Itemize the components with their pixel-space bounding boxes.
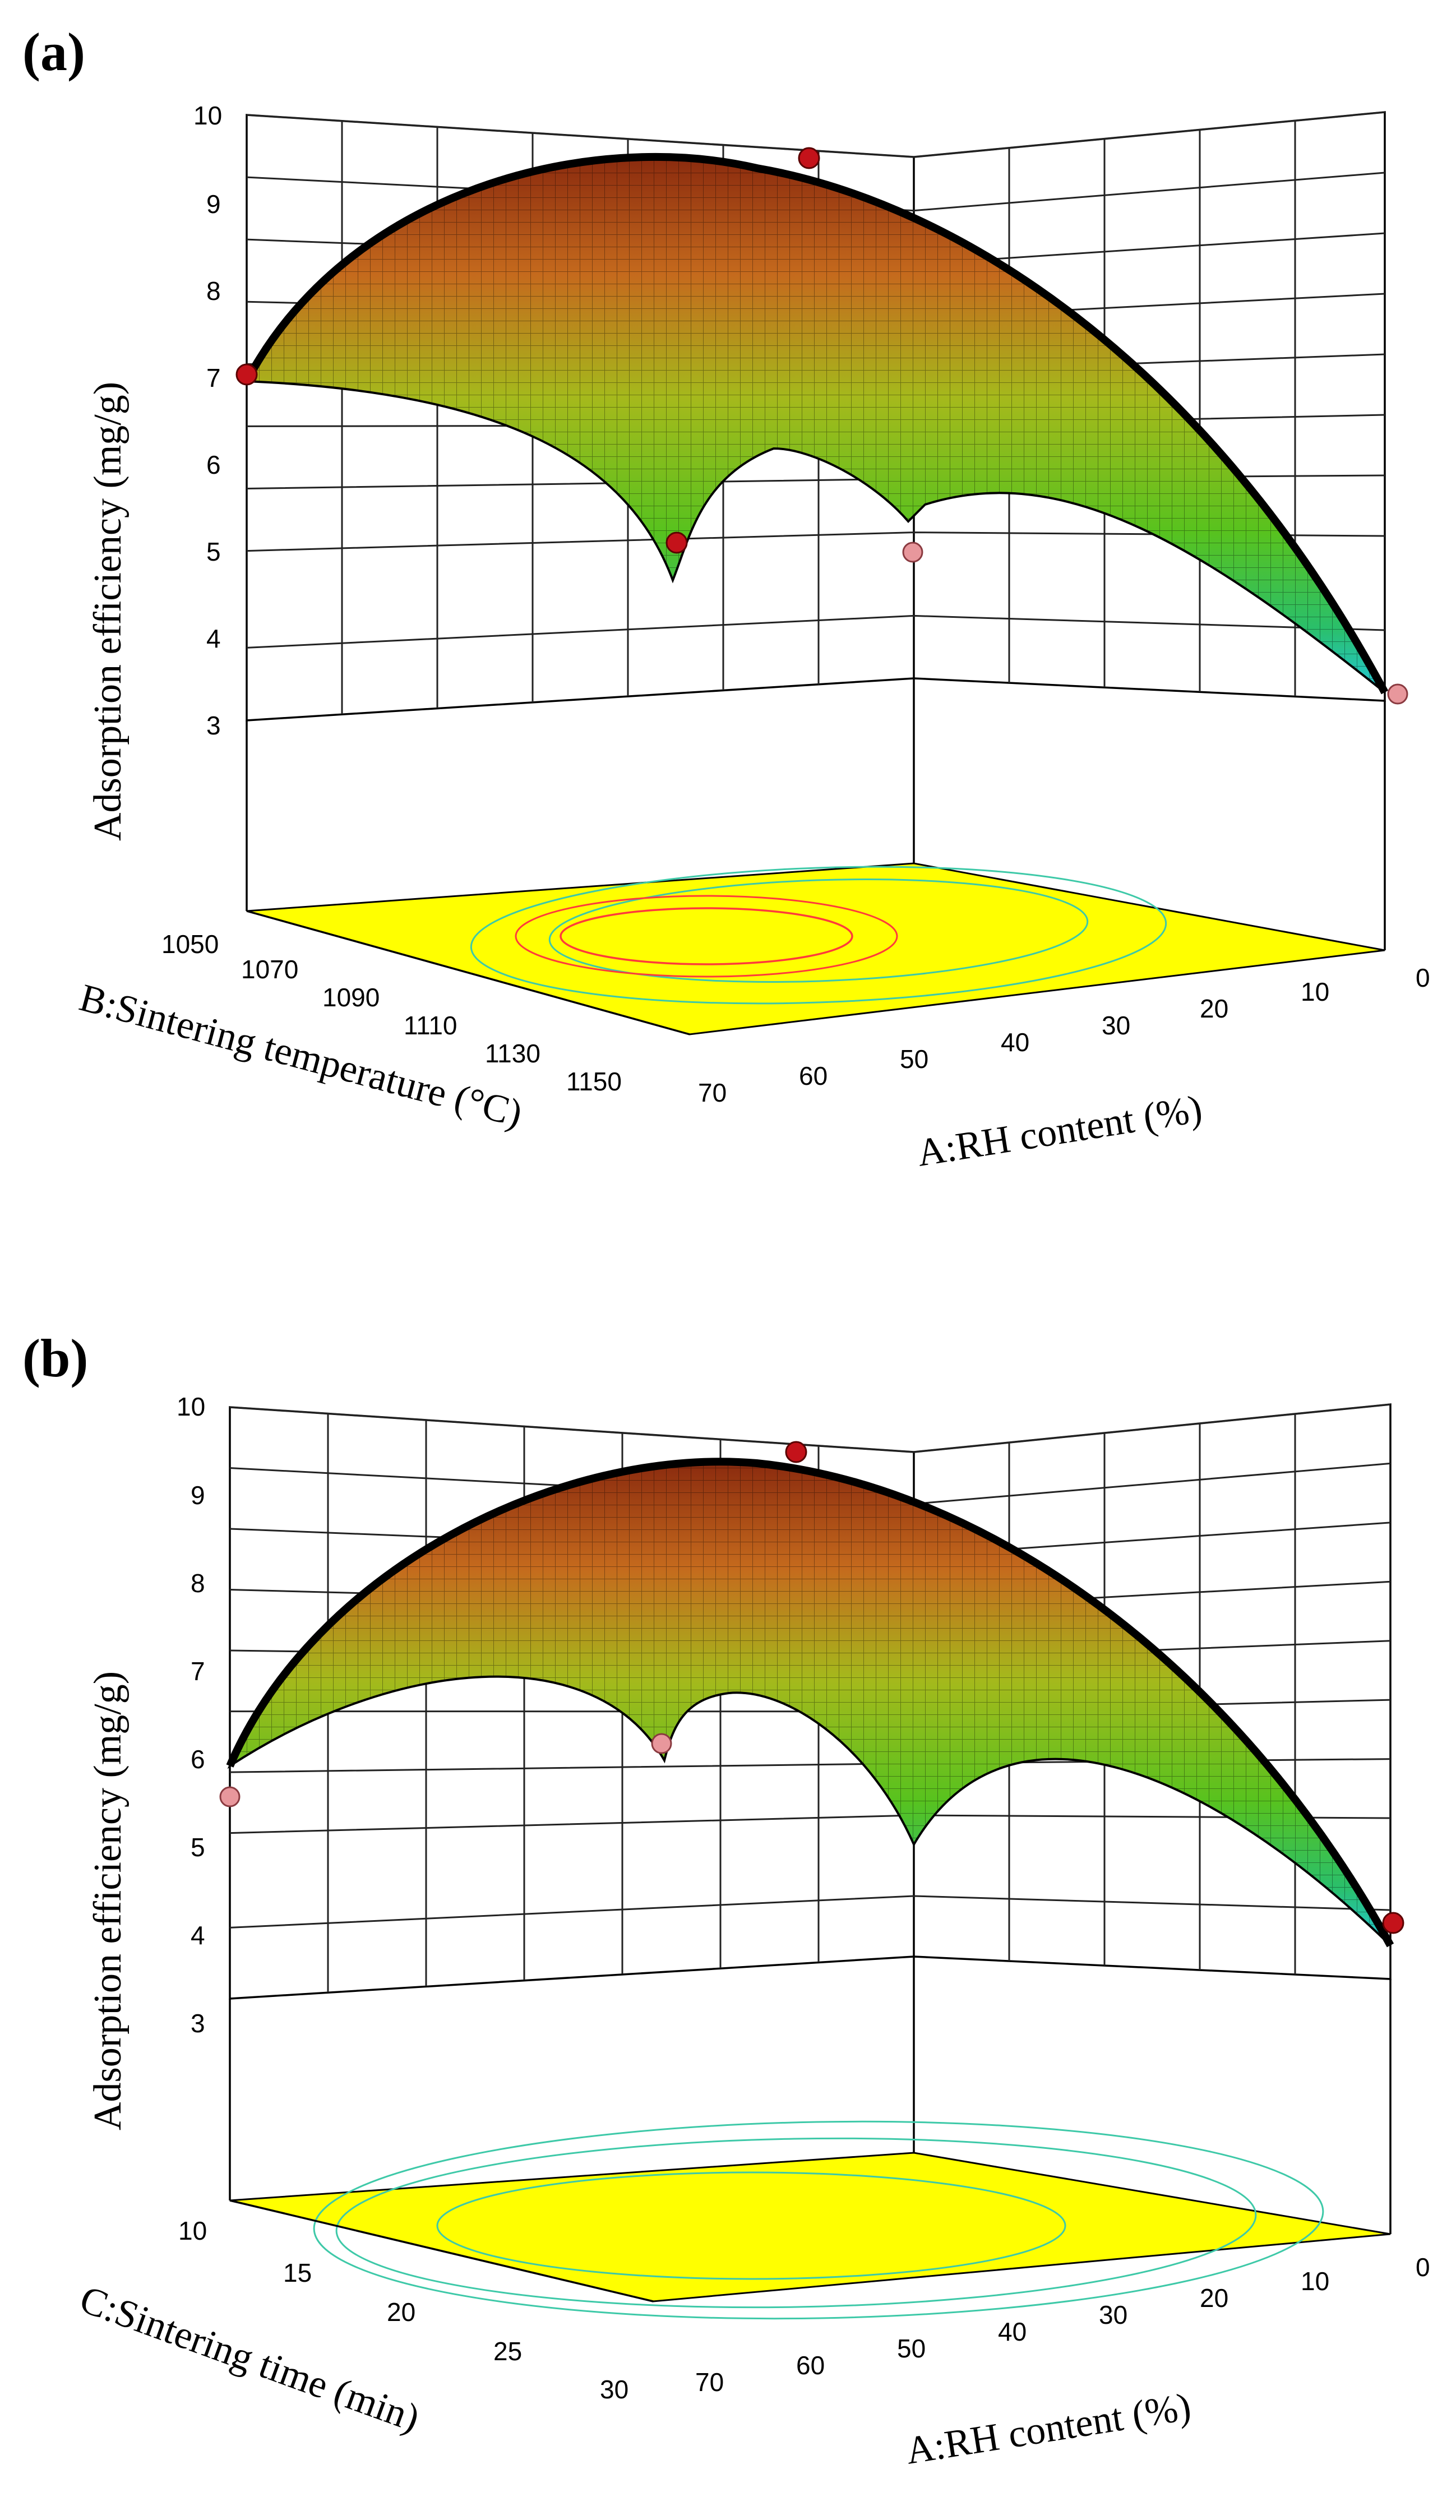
b-tick: 1090 [322,983,380,1012]
z-tick: 7 [191,1657,205,1686]
c-axis-edge-b [229,2199,654,2302]
c-tick: 15 [283,2258,312,2287]
a-tick-labels-b: 0 10 20 30 40 50 60 70 [695,2253,1430,2397]
design-point [902,542,923,563]
b-axis-title-a: B:Sintering temperature (°C) [75,976,527,1136]
a-tick: 0 [1416,963,1430,992]
contour-peak-a [560,907,853,965]
a-tick-labels-a: 0 10 20 30 40 50 60 70 [698,963,1430,1107]
panel-b: (b) [22,1328,1430,2473]
z-gridline [246,111,1385,158]
z-tick: 3 [191,2009,205,2038]
contour-outer-a [470,866,1167,1005]
z-gridline [246,614,1385,649]
z-tick: 3 [206,711,221,740]
z-tick: 6 [191,1745,205,1774]
surface-ridge-a [243,153,1389,695]
z-tick: 5 [206,537,221,566]
contour-mid-b [313,2120,1324,2320]
design-points-a [235,147,1408,705]
z-tick-labels-b: 10 9 8 7 6 5 4 3 [177,1392,205,2038]
contour-inner-b [436,2171,1066,2280]
drop-lines-b [229,1957,1392,2234]
design-point [235,363,258,386]
panel-a: (a) [22,22,1430,1175]
b-tick-labels-a: 1050 1070 1090 1110 1130 1150 [161,930,622,1096]
a-tick: 0 [1416,2253,1430,2282]
design-point [665,531,688,554]
c-axis-title-b: C:Sintering time (min) [75,2278,426,2440]
b-tick: 1070 [241,955,298,984]
z-tick: 8 [206,276,221,306]
contour-floor-b [229,2120,1391,2320]
z-tick: 4 [191,1921,205,1950]
contour-mid-a [548,878,1089,983]
c-tick: 20 [387,2297,415,2327]
z-tick: 9 [191,1481,205,1510]
design-point [1387,683,1408,705]
a-tick: 40 [1001,1028,1029,1057]
a-tick: 70 [695,2368,724,2397]
z-tick-labels-a: 10 9 8 7 6 5 4 3 [193,101,222,740]
z-tick: 7 [206,363,221,392]
surface-b [226,1458,1394,1948]
drop-lines-a [246,678,1386,950]
a-tick: 10 [1301,977,1329,1006]
z-tick: 4 [206,624,221,653]
a-tick: 30 [1099,2300,1127,2329]
surface-mesh-a [247,156,1385,693]
a-tick: 40 [998,2317,1027,2346]
panel-label-a: (a) [22,22,85,82]
b-tick: 1150 [566,1067,622,1096]
z-gridline [229,1403,1391,1453]
z-tick: 6 [206,450,221,479]
z-axis-title-b: Adsorption efficiency (mg/g) [86,1671,130,2130]
c-tick: 30 [600,2375,628,2404]
a-axis-title-b: A:RH content (%) [903,2385,1194,2472]
design-point [651,1733,672,1754]
z-tick: 5 [191,1833,205,1862]
surface-mesh-b [230,1462,1390,1945]
design-point [1382,1912,1404,1934]
a-tick: 10 [1301,2267,1329,2296]
z-tick: 9 [206,189,221,219]
a-tick: 50 [900,1044,928,1074]
a-tick: 70 [698,1078,727,1107]
b-tick: 1130 [485,1039,540,1068]
a-tick: 20 [1200,994,1228,1023]
z-gridline [229,1895,1391,1929]
b-axis-ticks-a [246,910,690,1035]
z-tick: 8 [191,1569,205,1598]
surface-ridge-b [226,1458,1394,1948]
panel-label-b: (b) [22,1328,88,1388]
a-axis-title-a: A:RH content (%) [914,1087,1205,1175]
a-tick: 20 [1200,2283,1228,2313]
contour-floor-a [246,862,1385,1035]
z-tick: 10 [193,101,222,130]
c-tick: 10 [178,2216,207,2245]
c-tick-labels-b: 10 15 20 25 30 [178,2216,628,2404]
design-point [798,147,820,169]
b-tick: 1050 [161,930,219,959]
b-tick: 1110 [404,1011,457,1040]
surface-a [243,153,1389,695]
contour-outer-b [335,2137,1257,2309]
design-points-b [219,1441,1404,1934]
z-tick: 10 [177,1392,205,1421]
a-tick: 60 [796,2351,825,2380]
z-gridline [229,1814,1391,1834]
design-point [219,1786,241,1807]
floor-plane-b [229,2152,1391,2302]
design-point [785,1441,807,1463]
a-tick: 60 [799,1061,828,1090]
z-axis-title-a: Adsorption efficiency (mg/g) [86,382,130,841]
contour-peak-outer-a [515,895,898,978]
a-tick: 30 [1102,1011,1130,1040]
a-tick: 50 [897,2334,926,2363]
c-tick: 25 [493,2337,522,2366]
